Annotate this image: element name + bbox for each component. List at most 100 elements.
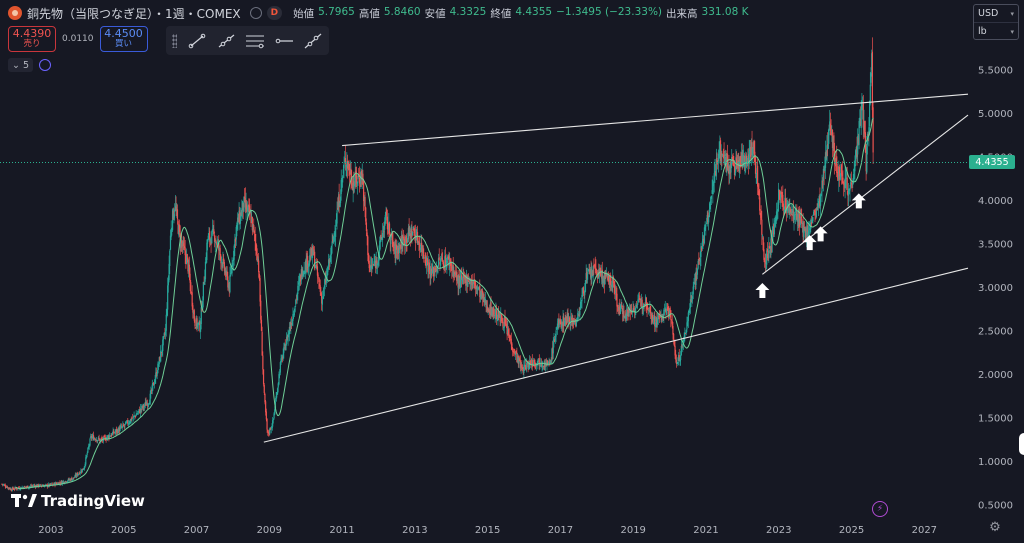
indicator-toggle[interactable]: ⌄ 5 [8,58,34,72]
candle [396,245,398,260]
up-arrow-marker[interactable] [813,226,828,242]
side-panel-handle[interactable] [1019,433,1024,455]
trend-line-tool-icon[interactable] [186,31,206,51]
candle [579,297,582,311]
candle [345,164,347,177]
candle [451,262,453,279]
candle [160,345,162,363]
candle [278,371,280,386]
ray-tool-icon[interactable] [216,31,236,51]
candle [750,139,752,162]
candle [335,213,337,227]
candle [648,307,650,313]
rising-support-line[interactable] [762,114,969,275]
candle [357,173,359,186]
currency-unit-selector[interactable]: USD ▾ lb ▾ [973,4,1019,40]
lower-support-line[interactable] [263,267,969,443]
candle [146,400,148,406]
candle [861,93,863,111]
candle [430,260,432,285]
trendline-group[interactable] [263,93,969,443]
parallel-channel-tool-icon[interactable] [245,31,265,51]
sell-button[interactable]: 4.4390 売り [8,26,56,52]
up-arrow-marker[interactable] [755,282,770,298]
candle [745,151,747,173]
candle [189,267,191,292]
currency-select[interactable]: USD ▾ [974,5,1018,22]
visibility-icon[interactable] [249,7,262,19]
indicator-settings-icon[interactable] [39,59,52,71]
arrow-group[interactable] [755,193,866,298]
horizontal-ray-tool-icon[interactable] [274,31,294,51]
drag-handle-icon[interactable] [172,33,178,48]
candle [525,364,527,371]
candle [859,109,861,128]
unit-select[interactable]: lb ▾ [974,22,1018,40]
buy-button[interactable]: 4.4500 買い [99,26,148,52]
candle [753,139,755,166]
candle [866,136,868,175]
candle [444,249,446,271]
candle [199,320,201,333]
candle [163,332,165,337]
candle [248,198,251,221]
candle [160,351,162,358]
candle [635,303,637,316]
upper-resistance-line[interactable] [342,93,969,147]
extended-line-tool-icon[interactable] [303,31,323,51]
candle [48,482,50,488]
candle [579,306,581,321]
candle [183,237,186,251]
candle [230,265,232,277]
chevron-down-icon: ⌄ [12,59,20,71]
candle [820,193,822,217]
candle [708,202,710,218]
candle [365,206,367,225]
candle [726,144,729,171]
gear-icon[interactable]: ⚙ [989,520,1001,535]
lightning-icon[interactable]: ⚡ [872,501,888,517]
candle [437,253,440,267]
candle [872,101,874,165]
candle [113,429,115,436]
time-axis[interactable]: 2003 2005 2007 2009 2011 2013 2015 2017 2019 2021… [38,525,937,536]
candle [385,206,387,221]
up-arrow-marker[interactable] [851,193,866,209]
candle [757,182,759,196]
candle [638,291,640,303]
candle [115,426,118,437]
candle [546,359,548,371]
candle [647,302,649,311]
candle [394,238,396,264]
candle [432,259,434,274]
candle [585,264,587,284]
candle [192,302,194,319]
candle [670,310,672,328]
candle [277,382,279,393]
candle [392,232,394,252]
candle [694,272,696,291]
candle [463,268,465,285]
candle [766,242,769,261]
data-status-badge[interactable]: D [266,6,283,20]
candle [154,375,156,384]
up-arrow-marker[interactable] [802,235,817,251]
candle [276,387,279,396]
candle [803,220,806,232]
candle [344,145,347,171]
ohlc-value: 4.3325 [449,5,487,18]
candle [644,302,646,312]
candle [371,258,373,273]
candle [85,454,88,459]
candle [746,158,748,170]
candle [523,358,526,371]
tradingview-logo[interactable]: TradingView [11,492,145,510]
candle [388,213,390,234]
candle [745,152,748,168]
candle [39,484,41,486]
price-axis[interactable]: 0.5000 1.0000 1.5000 2.0000 2.5000 3.0000 3.50… [978,65,1013,511]
symbol-title[interactable]: 銅先物（当限つなぎ足）・1週・COMEX [27,6,241,21]
candle [384,217,386,239]
candle [610,280,612,291]
